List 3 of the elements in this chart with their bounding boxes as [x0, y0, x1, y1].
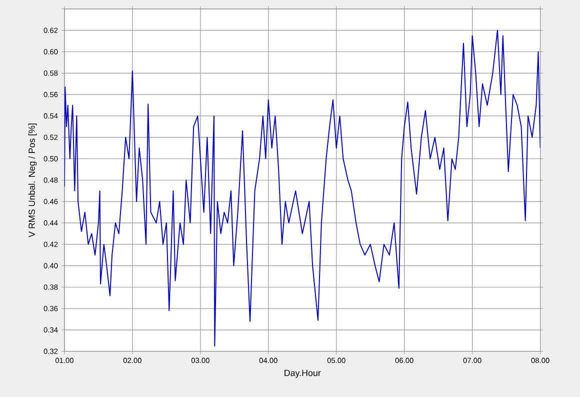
line-series [64, 30, 540, 346]
x-axis-title: Day.Hour [284, 370, 321, 378]
y-axis-title: V RMS Unbal. Neg / Pos [%] [28, 124, 37, 238]
